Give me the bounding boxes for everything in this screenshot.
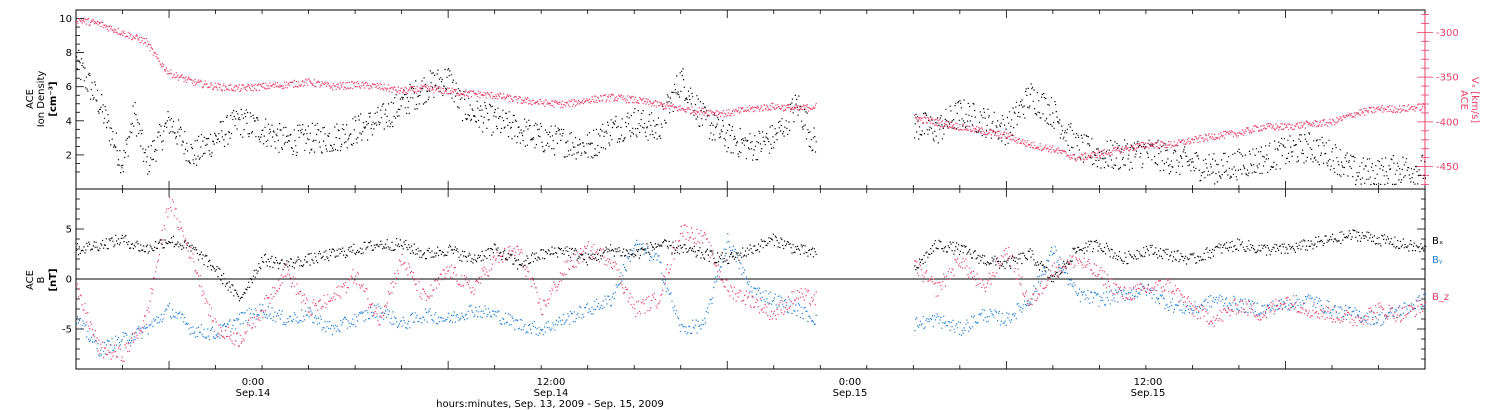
tick-label-time-3: 12:00	[1134, 377, 1163, 388]
legend-bx: Bₓ	[1432, 236, 1443, 247]
legend-bz: B_z	[1432, 292, 1449, 303]
x-axis-title: hours:minutes, Sep. 13, 2009 - Sep. 15, …	[436, 399, 664, 410]
series-Bₓ	[76, 229, 1427, 302]
vx-axis-label-line1: ACE	[1458, 90, 1469, 110]
b-axis-label-line1: ACE	[25, 270, 36, 290]
vx-tick-label: -450	[1436, 162, 1459, 173]
series-Bᵧ	[76, 233, 1427, 357]
data-layer	[76, 17, 1427, 362]
density-axis-label-line3: [cm⁻³]	[48, 81, 59, 116]
points-Bₓ	[76, 229, 1427, 302]
points-Bᵧ	[76, 233, 1427, 357]
tick-label-date-2: Sep.15	[833, 388, 868, 399]
b-tick-label: -5	[62, 325, 72, 336]
b-tick-label: 5	[66, 225, 72, 236]
vx-axis-label-line2: Vₓ [km/s]	[1469, 77, 1480, 123]
series-B_z	[76, 197, 1427, 362]
vx-tick-label: -350	[1436, 73, 1459, 84]
b-axis-label-line3: [nT]	[48, 268, 59, 291]
density-tick-label: 2	[66, 150, 72, 161]
top-panel-frame	[75, 9, 1426, 190]
tick-label-date-1: Sep.14	[534, 388, 569, 399]
vx-tick-label: -300	[1436, 28, 1459, 39]
series-Ion Density	[76, 49, 1426, 186]
axes-layer: 2 4 6 8 10 -300 -350 -400 -450 5 0 -5	[59, 9, 1459, 370]
b-axis-label-line2: B	[36, 276, 47, 283]
tick-label-time-2: 0:00	[839, 377, 861, 388]
density-tick-label: 8	[66, 48, 72, 59]
tick-label-time-1: 12:00	[537, 377, 566, 388]
density-tick-label: 6	[66, 82, 72, 93]
b-tick-label: 0	[66, 275, 72, 286]
density-axis-label-line1: ACE	[25, 89, 36, 109]
density-tick-label: 10	[59, 14, 72, 25]
density-tick-label: 4	[66, 116, 72, 127]
points-B_z	[76, 197, 1427, 362]
density-axis-label-line2: Ion Density	[36, 71, 47, 128]
tick-label-date-3: Sep.15	[1131, 388, 1166, 399]
tick-label-time-0: 0:00	[242, 377, 264, 388]
legend-by: Bᵧ	[1432, 255, 1443, 266]
points-Ion Density	[76, 49, 1426, 186]
tick-label-date-0: Sep.14	[236, 388, 271, 399]
labels-layer: ACE Ion Density [cm⁻³] ACE Vₓ [km/s] ACE…	[25, 71, 1480, 410]
vx-tick-label: -400	[1436, 117, 1459, 128]
